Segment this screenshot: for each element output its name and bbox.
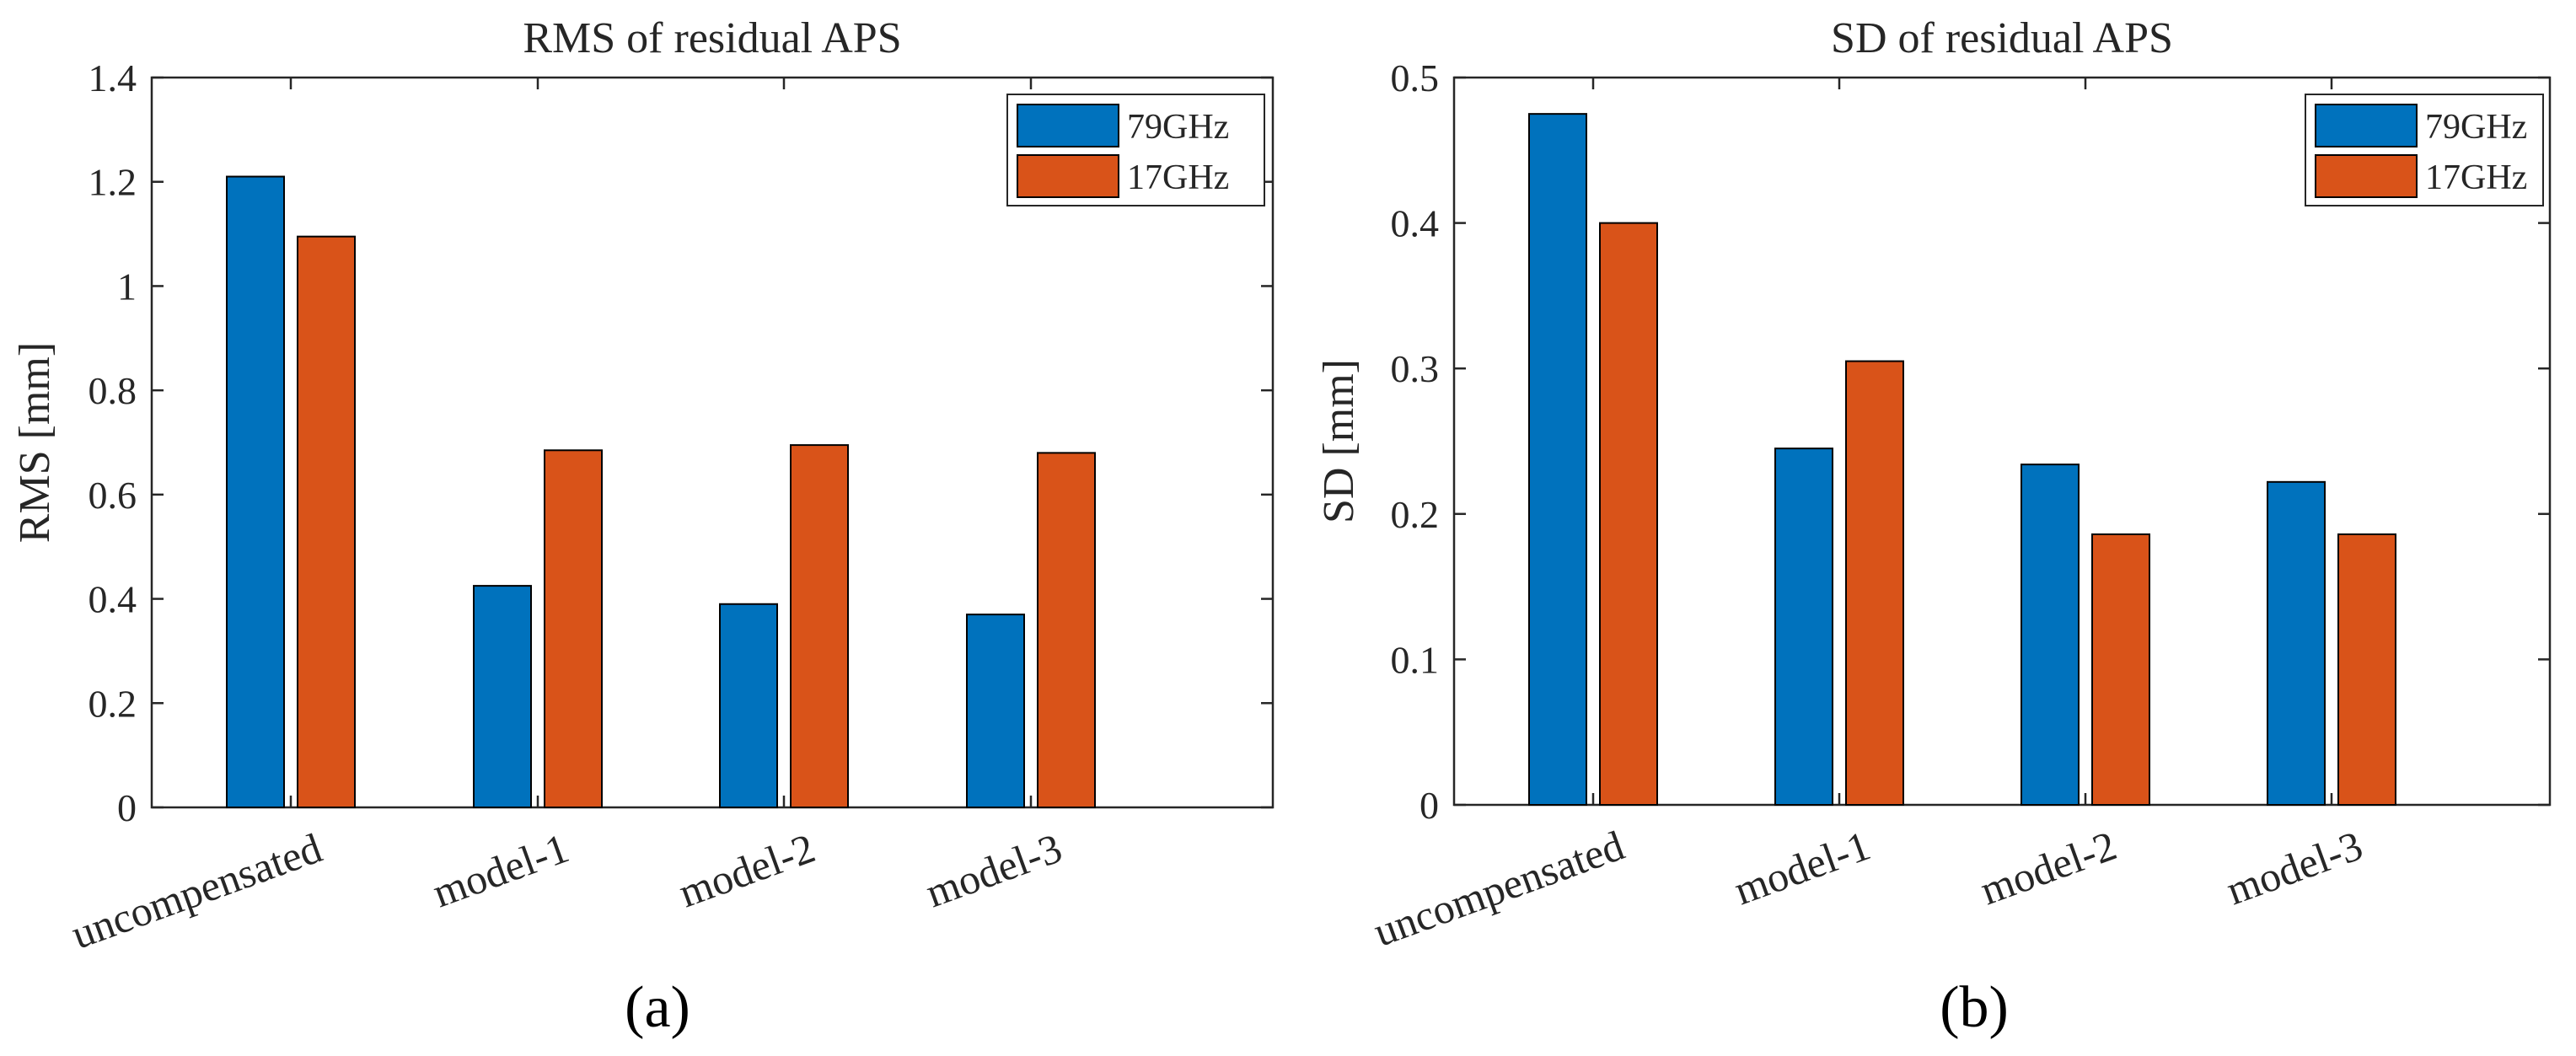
bar-79GHz-model-2 (719, 603, 778, 808)
bar-17GHz-model-2 (2091, 533, 2150, 806)
y-tick-label: 0.2 (1391, 493, 1440, 536)
x-tick-label: model-2 (1974, 822, 2123, 914)
bar-17GHz-model-1 (1845, 360, 1904, 806)
legend-label: 17GHz (2425, 158, 2527, 197)
panel-label: (a) (625, 975, 690, 1040)
chart-panel-b: SD of residual APS 0 0.1 0.2 0.3 0.4 0.5 SD [mm… (1315, 14, 2552, 1040)
panel-label: (b) (1940, 975, 2009, 1040)
x-tick-label: model-3 (2220, 822, 2369, 914)
bar-17GHz-uncompensated (297, 235, 356, 808)
chart-title: RMS of residual APS (523, 14, 901, 62)
chart-panel-a: RMS of residual APS 0 0.2 0.4 0.6 0.8 1 1.2 1.4 R… (11, 14, 1275, 1040)
x-tick-label: model-1 (1728, 822, 1876, 914)
legend: 79GHz 17GHz (1006, 94, 1265, 206)
y-tick-label: 0.5 (1391, 56, 1440, 99)
bar-17GHz-model-3 (1037, 452, 1096, 808)
y-tick-label: 0.8 (89, 369, 137, 412)
bar-17GHz-uncompensated (1599, 222, 1658, 807)
bar-79GHz-model-2 (2021, 464, 2080, 807)
x-tick-label: model-2 (673, 824, 821, 917)
bar-17GHz-model-1 (544, 449, 603, 808)
y-axis-label: RMS [mm] (11, 342, 59, 543)
bar-79GHz-uncompensated (1528, 113, 1587, 806)
y-tick-label: 0.2 (89, 682, 137, 725)
legend-label: 17GHz (1127, 158, 1229, 197)
bar-17GHz-model-3 (2337, 533, 2396, 806)
legend-swatch-79GHz (2315, 104, 2418, 147)
x-tick-label: model-1 (427, 824, 575, 917)
y-tick-label: 0.4 (1391, 202, 1440, 245)
x-tick-label: uncompensated (1367, 822, 1629, 956)
y-tick-label: 0 (1419, 784, 1439, 827)
bar-79GHz-model-1 (473, 585, 532, 808)
legend: 79GHz 17GHz (2305, 94, 2544, 206)
x-tick-label: model-3 (920, 824, 1068, 917)
y-tick-label: 0.1 (1391, 638, 1440, 681)
chart-title: SD of residual APS (1831, 14, 2173, 62)
bar-17GHz-model-2 (790, 444, 849, 808)
y-tick-label: 0.6 (89, 474, 137, 517)
legend-label: 79GHz (1127, 108, 1229, 147)
y-tick-label: 0 (117, 786, 137, 829)
x-tick-label: uncompensated (65, 824, 327, 958)
bar-79GHz-model-3 (966, 614, 1025, 809)
bar-79GHz-uncompensated (226, 175, 285, 808)
legend-swatch-17GHz (1017, 154, 1119, 198)
bar-79GHz-model-1 (1774, 448, 1833, 806)
y-tick-label: 1.4 (89, 56, 137, 99)
y-tick-label: 0.3 (1391, 347, 1440, 390)
y-tick-label: 1 (117, 265, 137, 308)
y-axis-label: SD [mm] (1315, 359, 1363, 523)
y-tick-label: 1.2 (89, 161, 137, 204)
bar-79GHz-model-3 (2267, 480, 2326, 806)
legend-swatch-79GHz (1017, 104, 1119, 147)
legend-label: 79GHz (2425, 108, 2527, 147)
legend-swatch-17GHz (2315, 154, 2418, 198)
y-tick-label: 0.4 (89, 578, 137, 621)
